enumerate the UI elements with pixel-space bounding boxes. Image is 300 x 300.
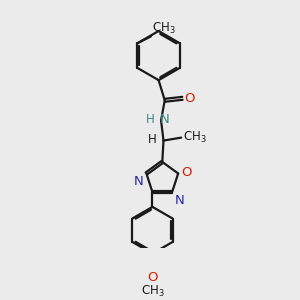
Text: N: N xyxy=(160,113,169,126)
Text: CH$_3$: CH$_3$ xyxy=(152,21,176,36)
Text: N: N xyxy=(175,194,184,207)
Text: CH$_3$: CH$_3$ xyxy=(141,284,164,299)
Text: N: N xyxy=(134,176,143,188)
Text: O: O xyxy=(147,271,158,284)
Text: H: H xyxy=(146,113,154,126)
Text: O: O xyxy=(181,166,192,179)
Text: H: H xyxy=(148,133,157,146)
Text: CH$_3$: CH$_3$ xyxy=(183,130,207,145)
Text: O: O xyxy=(184,92,195,105)
